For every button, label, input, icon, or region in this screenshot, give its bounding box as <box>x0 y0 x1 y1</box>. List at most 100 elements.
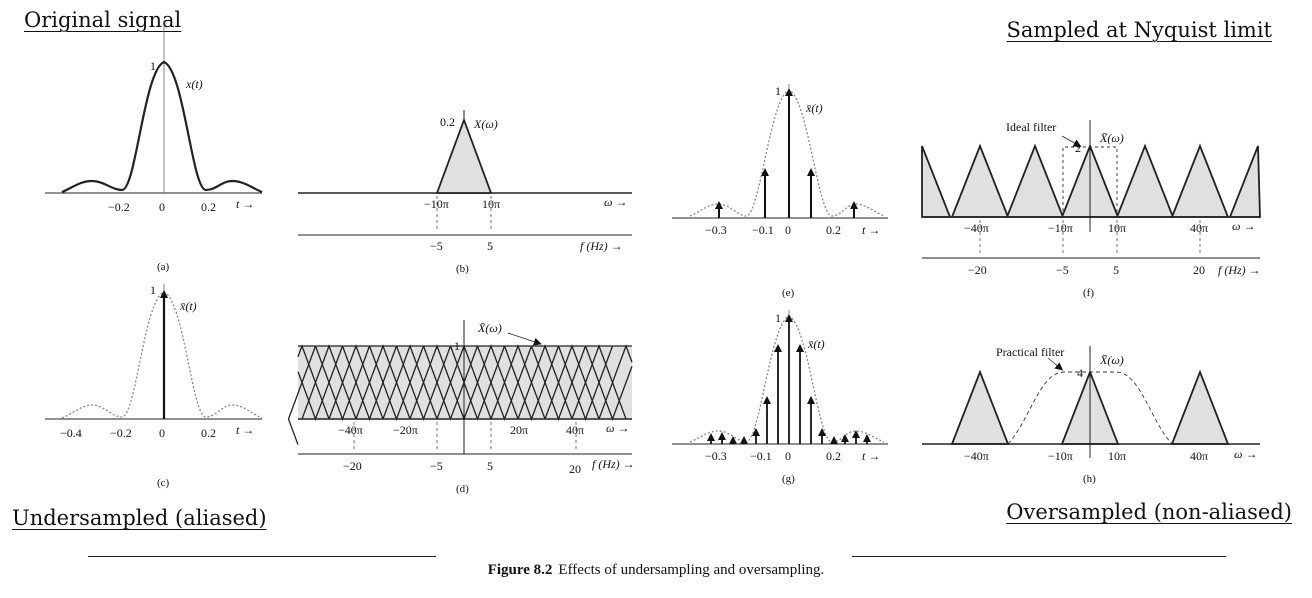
figure-caption-text: Effects of undersampling and oversamplin… <box>558 562 825 578</box>
panel-g-envelope <box>689 315 885 443</box>
panel-h-filter-label: Practical filter <box>996 345 1064 359</box>
panel-f-f-axis: f (Hz) → <box>1218 263 1261 277</box>
panel-b-spectrum-label: X(ω) <box>473 117 498 131</box>
panel-f-w-tick-3: 10π <box>1108 221 1126 235</box>
panel-f-w-tick-4: 40π <box>1190 221 1208 235</box>
panel-d-f-tick-1: −20 <box>343 459 362 473</box>
panel-h-triangle-left <box>950 369 1010 445</box>
panel-c-tick-3: 0 <box>159 426 165 440</box>
panel-c-axis-label: t → <box>236 423 254 437</box>
figure-caption: Figure 8.2 Effects of undersampling and o… <box>0 562 1312 579</box>
panel-e-envelope <box>689 89 885 217</box>
panel-h-triangle-right <box>1170 369 1230 445</box>
panel-f-f-tick-4: 20 <box>1193 263 1205 277</box>
panel-d-w-tick-2: −20π <box>393 423 418 437</box>
panel-h-peak: 4 <box>1077 366 1083 380</box>
panel-f-w-tick-1: −40π <box>964 221 989 235</box>
panel-f-spectrum-replica-0 <box>921 145 952 218</box>
panel-f-filter-label: Ideal filter <box>1006 120 1056 134</box>
panel-c-label: (c) <box>157 477 170 489</box>
panel-f-w-axis: ω → <box>1232 219 1255 233</box>
panel-c-tick-1: −0.4 <box>60 426 82 440</box>
panel-g-axis-label: t → <box>862 449 880 463</box>
panel-h-w-tick-1: −40π <box>964 449 989 463</box>
panel-h: Practical filter 4 X̄(ω) −40π −10π 10π 4… <box>922 345 1260 485</box>
panel-d-f-tick-4: 20 <box>569 462 581 476</box>
panel-e: 1 x̄(t) −0.3 −0.1 0 0.2 t → (e) <box>672 84 888 299</box>
panel-b-label: (b) <box>456 263 469 275</box>
caption-rule-left <box>88 556 436 557</box>
caption-rule-right <box>852 556 1226 557</box>
panel-d: 1 X̄(ω) −40π −20π 20π 40π ω → −20 −5 5 2… <box>287 320 635 495</box>
panel-f-w-tick-2: −10π <box>1048 221 1073 235</box>
panel-b-f-tick-1: −5 <box>430 239 443 253</box>
panel-g-tick-2: −0.1 <box>750 449 772 463</box>
panel-h-spectrum-label: X̄(ω) <box>1099 353 1124 367</box>
panel-b-f-axis: f (Hz) → <box>580 239 623 253</box>
panel-g-tick-1: −0.3 <box>705 449 727 463</box>
panel-e-tick-2: −0.1 <box>752 223 774 237</box>
panel-e-signal-label: x̄(t) <box>805 101 823 115</box>
heading-oversampled: Oversampled (non-aliased) <box>1006 500 1292 524</box>
panel-e-tick-3: 0 <box>785 223 791 237</box>
panel-b-w-axis: ω → <box>604 195 627 209</box>
panel-a-axis-label: t → <box>236 197 254 211</box>
panel-h-w-tick-4: 40π <box>1190 449 1208 463</box>
panel-a-tick-1: −0.2 <box>108 200 130 214</box>
panel-f: Ideal filter 2 X̄(ω) −40π −10π 10π 40π ω… <box>921 120 1261 299</box>
panel-h-w-tick-2: −10π <box>1048 449 1073 463</box>
panel-e-tick-4: 0.2 <box>826 223 841 237</box>
panel-e-axis-label: t → <box>862 223 880 237</box>
panel-c-peak: 1 <box>150 283 156 297</box>
panel-a-tick-3: 0.2 <box>201 200 216 214</box>
panel-f-f-tick-1: −20 <box>968 263 987 277</box>
panel-f-spectrum-replica-1 <box>950 143 1010 218</box>
panel-g-label: (g) <box>782 473 795 485</box>
panel-f-spectrum-label: X̄(ω) <box>1099 131 1124 145</box>
panel-b-w-tick-1: −10π <box>424 197 449 211</box>
panel-f-spectrum-replica-6 <box>1228 145 1261 218</box>
figure-number: Figure 8.2 <box>487 562 553 578</box>
panel-h-w-axis: ω → <box>1234 447 1257 461</box>
panel-d-label: (d) <box>456 483 469 495</box>
heading-original-signal: Original signal <box>24 8 182 32</box>
panel-a-sinc-curve <box>61 60 263 194</box>
panel-b-f-tick-2: 5 <box>487 239 493 253</box>
panel-f-label: (f) <box>1083 287 1094 299</box>
heading-undersampled: Undersampled (aliased) <box>12 506 267 530</box>
panel-a-tick-2: 0 <box>159 200 165 214</box>
panel-f-spectrum-replica-2 <box>1005 143 1065 218</box>
panel-c-signal-label: x̄(t) <box>179 299 197 313</box>
panel-d-w-axis: ω → <box>606 421 629 435</box>
panel-b-w-tick-2: 10π <box>482 197 500 211</box>
panel-d-f-axis: f (Hz) → <box>592 457 635 471</box>
panel-f-spectrum-replica-4 <box>1115 143 1175 218</box>
panel-g-tick-3: 0 <box>785 449 791 463</box>
panel-f-spectrum-replica-5 <box>1170 143 1230 218</box>
panel-b-triangle <box>435 117 493 194</box>
panel-a-signal-label: x(t) <box>185 77 203 91</box>
panel-d-f-tick-2: −5 <box>430 459 443 473</box>
panel-d-spectrum-label: X̄(ω) <box>477 321 502 335</box>
heading-nyquist: Sampled at Nyquist limit <box>1006 18 1272 42</box>
panel-a: 1 x(t) −0.2 0 0.2 t → (a) <box>45 20 263 273</box>
panel-a-label: (a) <box>157 261 170 273</box>
panel-g: 1 x̄(t) −0.3 −0.1 0 0.2 t → (g) <box>672 310 888 485</box>
panel-f-peak: 2 <box>1075 141 1081 155</box>
panel-c-tick-2: −0.2 <box>110 426 132 440</box>
panel-a-peak: 1 <box>150 59 156 73</box>
panel-c-tick-4: 0.2 <box>201 426 216 440</box>
panel-d-f-tick-3: 5 <box>487 459 493 473</box>
panel-e-label: (e) <box>782 287 795 299</box>
panel-g-signal-label: x̄(t) <box>807 337 825 351</box>
panel-d-w-tick-1: −40π <box>338 423 363 437</box>
panel-h-w-tick-3: 10π <box>1108 449 1126 463</box>
panel-e-tick-1: −0.3 <box>705 223 727 237</box>
panel-h-label: (h) <box>1083 473 1096 485</box>
panel-f-ideal-filter <box>1062 146 1118 217</box>
panel-d-w-tick-4: 40π <box>566 423 584 437</box>
panel-d-w-tick-3: 20π <box>510 423 528 437</box>
panel-e-peak: 1 <box>775 84 781 98</box>
panel-d-peak: 1 <box>454 339 460 353</box>
